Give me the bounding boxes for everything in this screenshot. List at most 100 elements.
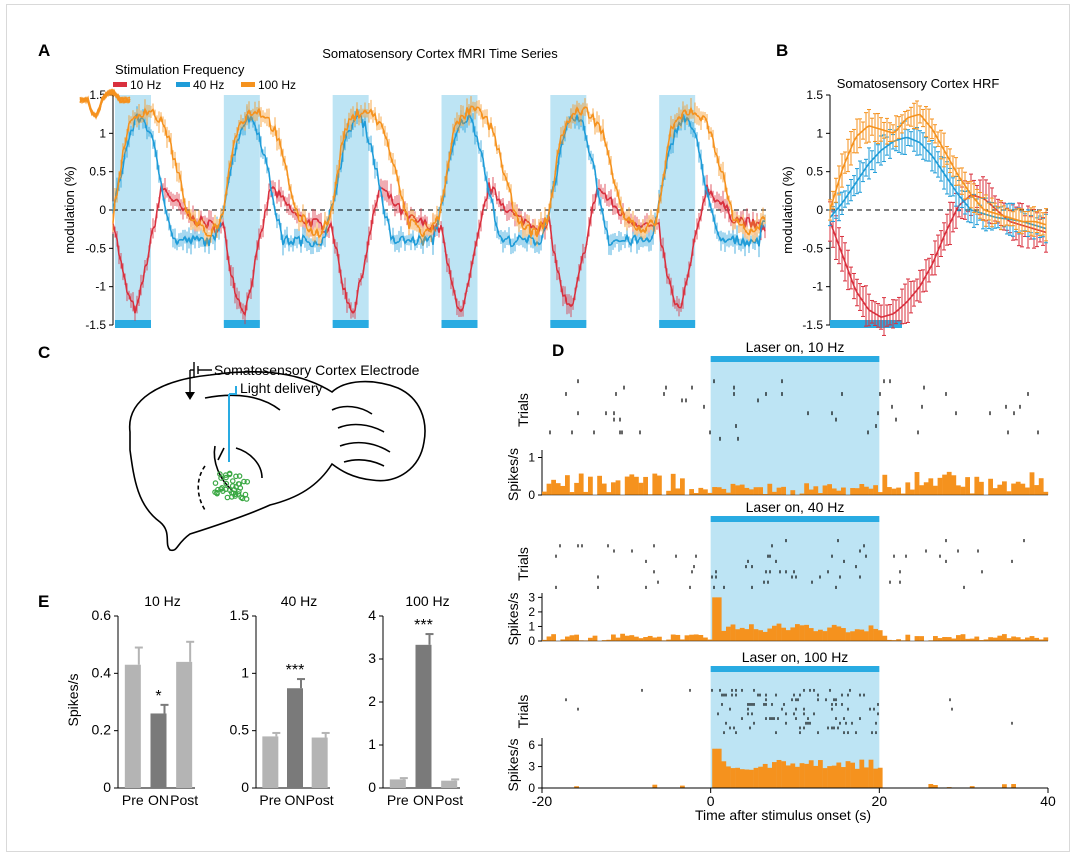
psth-bar (726, 766, 731, 788)
y-tick-label: 0.5 (806, 165, 823, 179)
psth-tick-label: 1 (528, 451, 535, 465)
psth-bar (634, 476, 639, 495)
psth-bar (864, 631, 869, 641)
psth-bar (969, 786, 975, 788)
psth-bar (1025, 487, 1030, 495)
psth-bar (657, 475, 662, 495)
cell (223, 480, 230, 487)
psth-bar (739, 484, 745, 495)
psth-bar (730, 483, 736, 495)
psth-bar (565, 475, 570, 495)
y-tick-label: 0.5 (89, 165, 106, 179)
psth-bar (822, 768, 828, 788)
psth-bar (850, 488, 855, 495)
psth-bar (744, 487, 750, 495)
cell (229, 483, 236, 489)
panel-a-plot (112, 95, 766, 328)
psth-bar (799, 493, 805, 495)
psth-bar (965, 477, 970, 495)
psth-bar (799, 625, 805, 641)
psth-bar (753, 767, 759, 788)
psth-bar (804, 624, 809, 641)
psth-bar (707, 639, 713, 641)
psth-bar (675, 634, 681, 641)
psth-bar (827, 484, 832, 495)
psth-bar (914, 636, 920, 641)
psth-bar (565, 636, 570, 641)
psth-bar (716, 487, 722, 495)
cell (229, 478, 236, 484)
psth-bar (638, 482, 644, 495)
panel-a-ylabel: modulation (%) (62, 166, 77, 253)
psth-bar (882, 635, 888, 641)
psth-bar (937, 477, 943, 495)
cell (235, 491, 242, 497)
y-tick-label: 0 (368, 779, 376, 795)
psth-bar (928, 640, 934, 641)
psth-bar (680, 785, 685, 788)
category-label: ON (148, 792, 169, 808)
psth-bar (850, 762, 855, 788)
psth-bar (919, 485, 924, 495)
psth-bar (583, 491, 589, 495)
psth-bar (551, 479, 556, 495)
bar (150, 713, 167, 788)
psth-bar (992, 637, 998, 641)
psth-bar (933, 485, 938, 495)
psth-tick-label: 3 (528, 590, 535, 604)
psth-bar (905, 482, 911, 495)
psth-bar (546, 483, 552, 495)
psth-bar (1043, 491, 1049, 495)
brain-tract (217, 447, 225, 461)
cell (223, 474, 229, 481)
psth-tick-label: 0 (528, 488, 535, 502)
psth-bar (776, 759, 782, 788)
psth-bar (785, 765, 791, 788)
cell (219, 485, 225, 491)
brain-sulcus-1 (204, 394, 281, 411)
psth-bar (854, 768, 860, 788)
spike-waveform-icon (79, 88, 131, 121)
psth-bar (942, 474, 947, 495)
psth-bar (1015, 637, 1021, 641)
psth-bar (652, 784, 658, 788)
psth-bar (827, 766, 832, 788)
category-label: Post (170, 792, 198, 808)
psth-bar (942, 637, 947, 641)
psth-bar (1002, 634, 1007, 641)
cell (242, 491, 249, 498)
psth-bar (560, 485, 566, 495)
psth-bar (693, 634, 699, 641)
laser-bar (710, 516, 880, 522)
bar (124, 664, 141, 788)
psth-bar (854, 629, 860, 641)
psth-bar (887, 639, 892, 641)
psth-bar (776, 623, 782, 641)
y-tick-label: 1.5 (806, 88, 823, 102)
psth-bar (657, 636, 662, 641)
psth-bar (703, 637, 708, 641)
psth-bar (1011, 636, 1016, 641)
bar (441, 780, 458, 788)
psth-bar (974, 476, 980, 495)
psth-bar (684, 635, 690, 641)
y-tick-label: 4 (368, 607, 376, 623)
psth-bar (836, 626, 842, 641)
psth-bar (1034, 485, 1039, 495)
psth-bar (574, 786, 579, 788)
psth-bar (1020, 639, 1026, 641)
y-tick-label: 0 (241, 779, 249, 795)
figure-frame (6, 4, 1070, 852)
trials-label: Trials (515, 547, 531, 581)
psth-bar (721, 761, 727, 788)
psth-bar (680, 639, 685, 641)
psth-bar (813, 631, 819, 641)
psth-bar (900, 493, 906, 495)
category-label: Pre (122, 792, 144, 808)
series-line (829, 113, 1047, 226)
psth-bar (606, 639, 612, 641)
psth-bar (919, 636, 924, 641)
panel-b-ylabel: modulation (%) (780, 166, 795, 253)
